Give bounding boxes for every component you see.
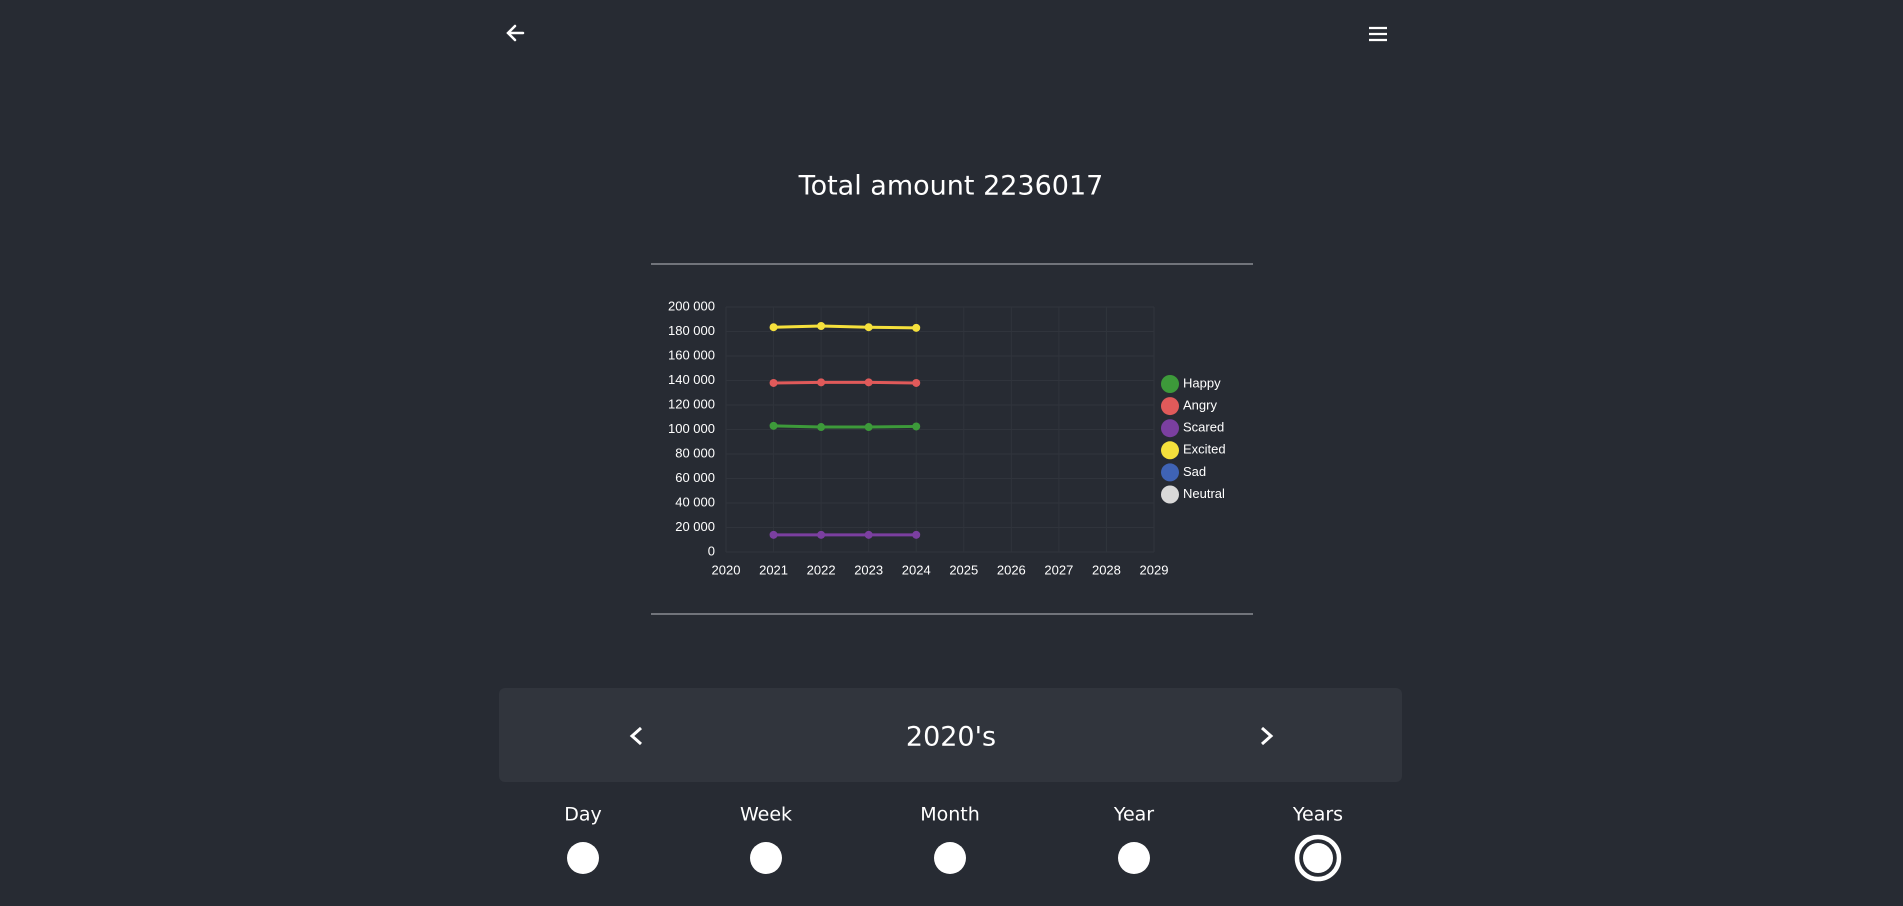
data-point	[769, 421, 778, 430]
legend-swatch	[1161, 463, 1179, 482]
menu-icon	[1369, 26, 1387, 42]
menu-button[interactable]	[1369, 26, 1387, 42]
y-tick-label: 0	[708, 543, 715, 558]
x-tick-label: 2027	[1044, 562, 1073, 577]
y-tick-label: 20 000	[675, 519, 715, 534]
range-radio-dot	[1303, 843, 1333, 873]
range-label: Year	[1113, 804, 1154, 826]
data-point	[912, 422, 921, 431]
legend-label: Sad	[1183, 464, 1206, 479]
x-tick-label: 2029	[1140, 562, 1169, 577]
legend-swatch	[1161, 419, 1179, 438]
data-point	[769, 323, 778, 332]
data-point	[769, 378, 778, 387]
legend-swatch	[1161, 375, 1179, 393]
legend-label: Neutral	[1183, 486, 1225, 501]
back-button[interactable]	[506, 24, 525, 42]
data-point	[817, 530, 826, 539]
legend-swatch	[1161, 441, 1179, 460]
prev-button[interactable]	[629, 726, 642, 746]
x-tick-label: 2021	[759, 562, 788, 577]
legend-label: Happy	[1183, 375, 1221, 390]
next-button[interactable]	[1261, 726, 1274, 746]
data-point	[864, 423, 873, 432]
range-selector: Day Week Month Year Years	[564, 804, 1343, 882]
data-point	[912, 323, 921, 332]
data-point	[912, 378, 921, 387]
y-tick-label: 100 000	[668, 421, 715, 436]
series-line	[773, 424, 917, 429]
data-point	[912, 530, 921, 539]
period-label: 2020's	[906, 722, 996, 753]
back-icon	[506, 24, 525, 42]
data-point	[864, 323, 873, 332]
legend-swatch	[1161, 397, 1179, 416]
range-radio-selected[interactable]	[1294, 834, 1342, 882]
x-tick-label: 2028	[1092, 562, 1121, 577]
range-label: Week	[740, 804, 792, 826]
x-tick-label: 2026	[997, 562, 1026, 577]
y-tick-label: 60 000	[675, 470, 715, 485]
legend-label: Scared	[1183, 420, 1224, 435]
x-tick-label: 2022	[807, 562, 836, 577]
range-radio[interactable]	[934, 842, 966, 874]
data-point	[817, 321, 826, 330]
data-point	[864, 530, 873, 539]
range-label: Day	[564, 804, 602, 826]
x-tick-label: 2020	[712, 562, 741, 577]
range-label: Month	[920, 804, 980, 826]
series-line	[773, 324, 917, 330]
y-tick-label: 200 000	[668, 298, 715, 313]
y-tick-label: 80 000	[675, 445, 715, 460]
data-point	[864, 378, 873, 387]
chart: 0 20 000 40 000 60 000 80 000 100 000 120 000 1…	[668, 298, 1226, 577]
x-tick-label: 2023	[854, 562, 883, 577]
legend-swatch	[1161, 485, 1179, 504]
period-panel	[499, 688, 1402, 782]
y-tick-label: 40 000	[675, 494, 715, 509]
y-tick-label: 120 000	[668, 396, 715, 411]
legend-label: Angry	[1183, 398, 1217, 413]
x-tick-label: 2024	[902, 562, 931, 577]
total-amount: Total amount 2236017	[798, 171, 1104, 202]
range-radio[interactable]	[1118, 842, 1150, 874]
data-point	[817, 423, 826, 432]
legend-label: Excited	[1183, 442, 1226, 457]
range-label: Years	[1292, 804, 1343, 826]
series-line	[773, 380, 917, 385]
data-point	[817, 378, 826, 387]
x-tick-label: 2025	[949, 562, 978, 577]
data-point	[769, 530, 778, 539]
y-tick-label: 180 000	[668, 323, 715, 338]
range-radio[interactable]	[750, 842, 782, 874]
y-tick-label: 160 000	[668, 347, 715, 362]
y-tick-label: 140 000	[668, 372, 715, 387]
range-radio[interactable]	[567, 842, 599, 874]
